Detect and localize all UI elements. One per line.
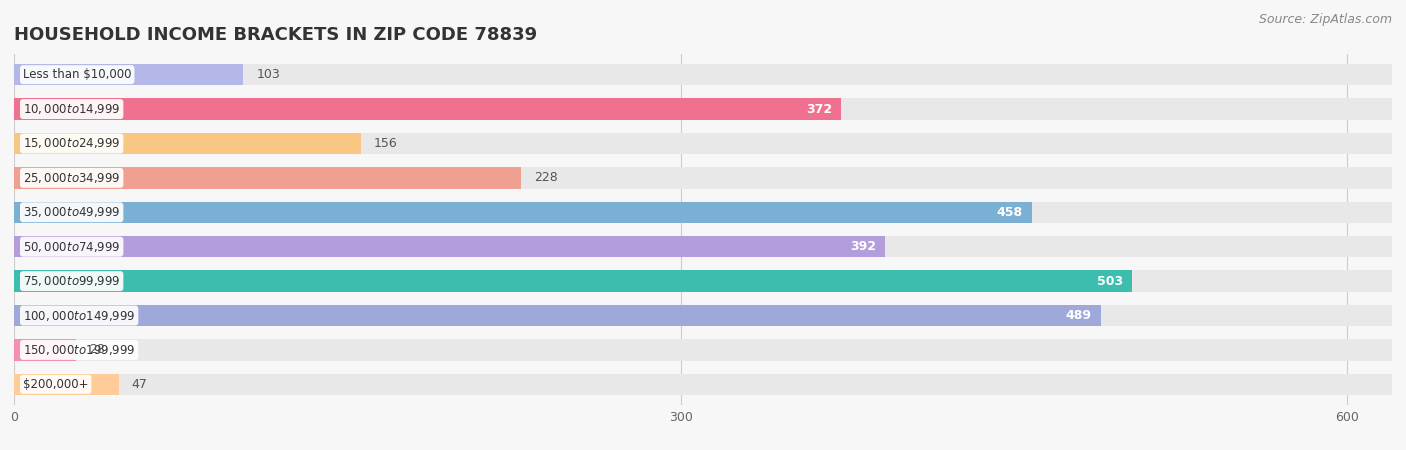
Text: 392: 392: [851, 240, 876, 253]
Text: $25,000 to $34,999: $25,000 to $34,999: [22, 171, 121, 185]
Bar: [14, 99, 1392, 120]
Bar: [14, 236, 886, 257]
Bar: [14, 167, 520, 189]
Bar: [14, 99, 841, 120]
Text: $100,000 to $149,999: $100,000 to $149,999: [22, 309, 135, 323]
Bar: [14, 374, 118, 395]
Bar: [14, 270, 1392, 292]
Text: 503: 503: [1097, 274, 1123, 288]
Text: 489: 489: [1066, 309, 1092, 322]
Bar: [14, 64, 1392, 86]
Text: 228: 228: [534, 171, 558, 184]
Bar: [14, 133, 1392, 154]
Bar: [14, 133, 361, 154]
Bar: [14, 305, 1392, 326]
Bar: [14, 374, 1392, 395]
Text: 156: 156: [374, 137, 398, 150]
Bar: [14, 236, 1392, 257]
Text: 103: 103: [256, 68, 280, 81]
Text: Source: ZipAtlas.com: Source: ZipAtlas.com: [1258, 14, 1392, 27]
Text: 372: 372: [806, 103, 832, 116]
Text: Less than $10,000: Less than $10,000: [22, 68, 131, 81]
Text: HOUSEHOLD INCOME BRACKETS IN ZIP CODE 78839: HOUSEHOLD INCOME BRACKETS IN ZIP CODE 78…: [14, 26, 537, 44]
Text: $15,000 to $24,999: $15,000 to $24,999: [22, 136, 121, 150]
Bar: [14, 270, 1132, 292]
Bar: [14, 202, 1032, 223]
Text: $200,000+: $200,000+: [22, 378, 89, 391]
Bar: [14, 167, 1392, 189]
Bar: [14, 339, 76, 360]
Text: $35,000 to $49,999: $35,000 to $49,999: [22, 205, 121, 219]
Text: $150,000 to $199,999: $150,000 to $199,999: [22, 343, 135, 357]
Bar: [14, 339, 1392, 360]
Bar: [14, 64, 243, 86]
Text: 458: 458: [997, 206, 1024, 219]
Text: $10,000 to $14,999: $10,000 to $14,999: [22, 102, 121, 116]
Bar: [14, 202, 1392, 223]
Text: $50,000 to $74,999: $50,000 to $74,999: [22, 240, 121, 254]
Text: 28: 28: [90, 343, 105, 356]
Text: $75,000 to $99,999: $75,000 to $99,999: [22, 274, 121, 288]
Bar: [14, 305, 1101, 326]
Text: 47: 47: [132, 378, 148, 391]
